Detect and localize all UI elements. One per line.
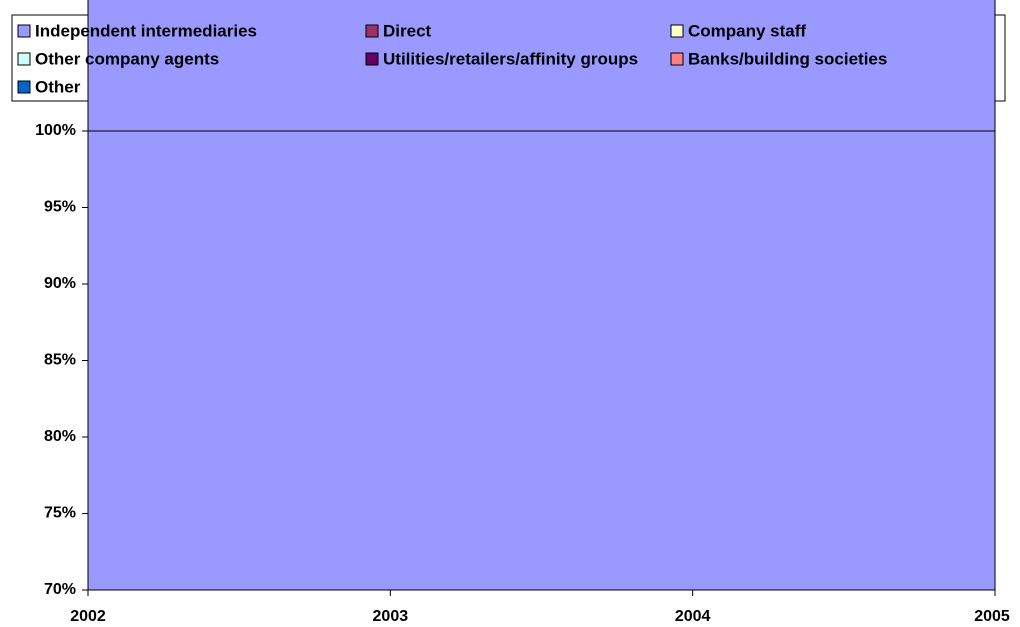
- legend-swatch: [17, 52, 31, 66]
- legend-swatch: [17, 24, 31, 38]
- y-tick-label: 80%: [44, 428, 76, 445]
- legend-swatch: [17, 80, 31, 94]
- x-tick-label: 2002: [70, 608, 106, 625]
- y-tick-label: 90%: [44, 275, 76, 292]
- legend-swatch: [670, 52, 684, 66]
- plot-area: [87, 0, 996, 591]
- legend-label: Utilities/retailers/affinity groups: [383, 49, 638, 68]
- legend-swatch: [365, 24, 379, 38]
- y-tick-label: 95%: [44, 199, 76, 216]
- legend-label: Other: [35, 77, 81, 96]
- legend-swatch: [670, 24, 684, 38]
- y-tick-label: 75%: [44, 505, 76, 522]
- legend-label: Banks/building societies: [688, 49, 887, 68]
- x-tick-label: 2005: [974, 608, 1010, 625]
- y-tick-label: 70%: [44, 581, 76, 598]
- x-tick-label: 2003: [373, 608, 409, 625]
- legend-label: Independent intermediaries: [35, 21, 257, 40]
- legend-swatch: [365, 52, 379, 66]
- legend-label: Company staff: [688, 21, 806, 40]
- y-tick-label: 100%: [35, 122, 76, 139]
- legend-label: Other company agents: [35, 49, 219, 68]
- x-tick-label: 2004: [675, 608, 711, 625]
- area: [87, 0, 996, 591]
- legend-label: Direct: [383, 21, 432, 40]
- y-tick-label: 85%: [44, 352, 76, 369]
